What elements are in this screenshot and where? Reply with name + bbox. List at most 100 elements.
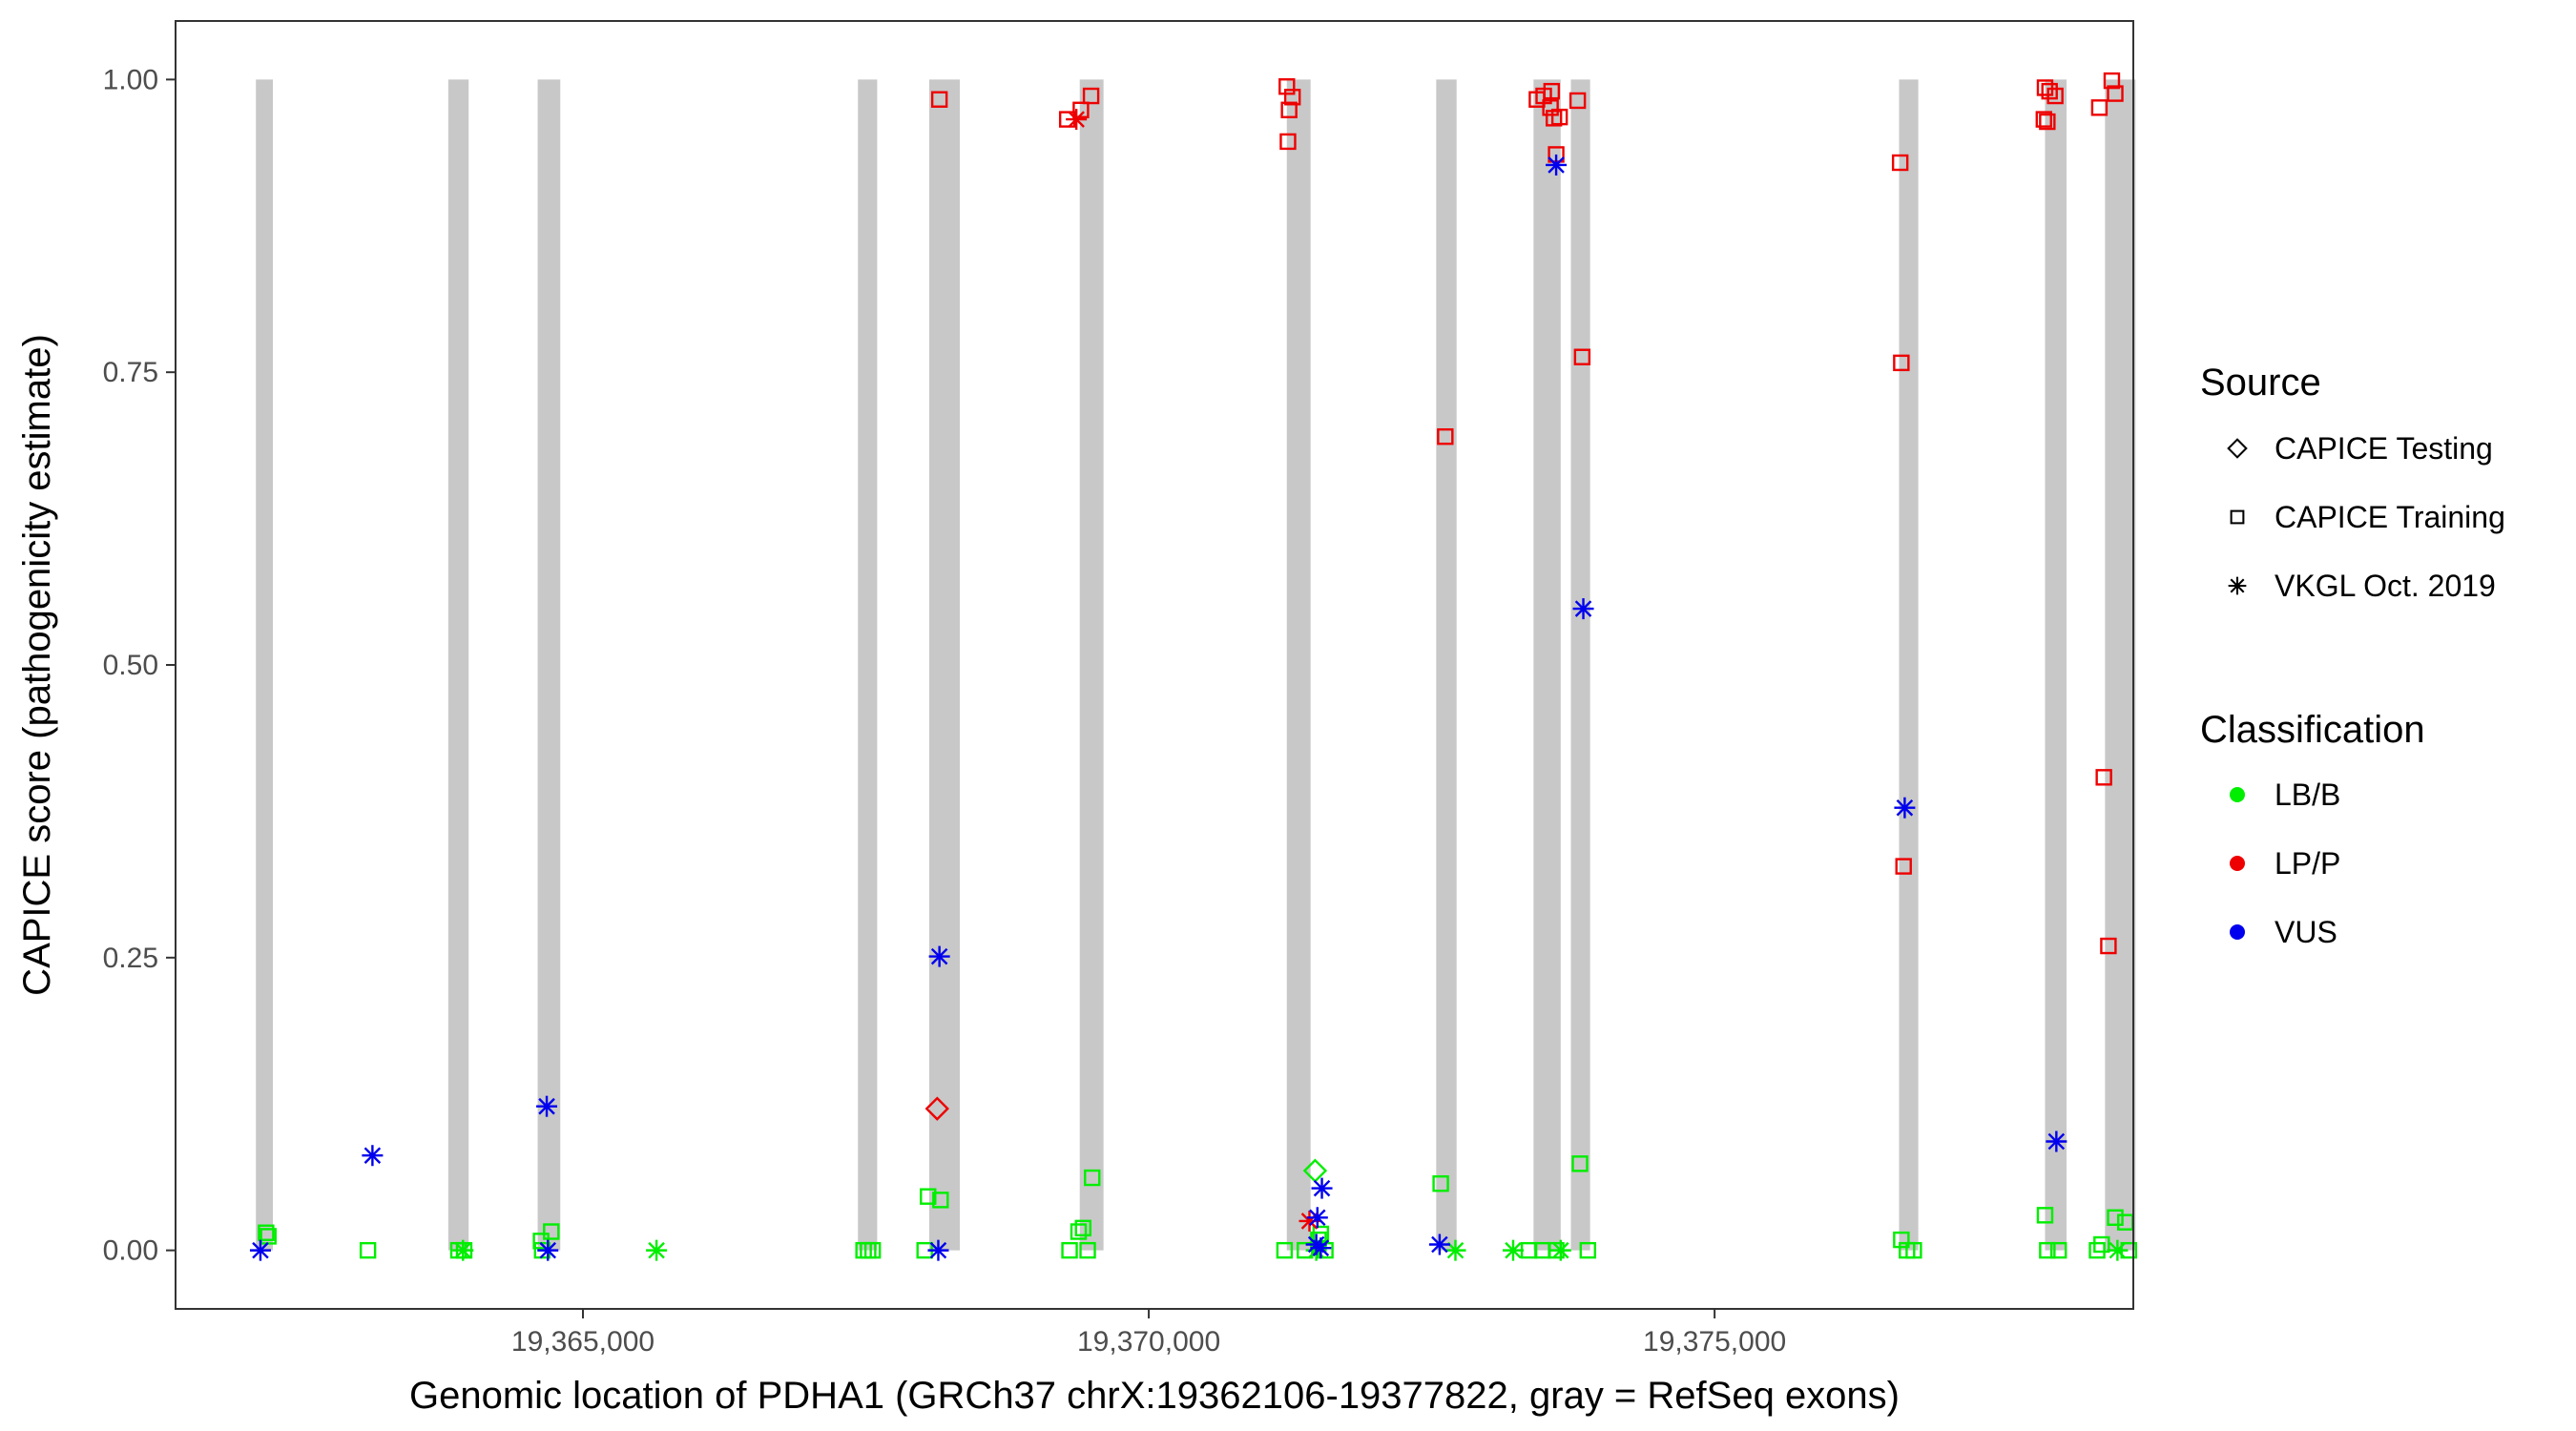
data-point xyxy=(2088,1241,2106,1259)
data-point xyxy=(2093,1235,2110,1254)
data-point xyxy=(2090,99,2109,116)
data-point xyxy=(1891,154,1909,172)
exon-band xyxy=(2105,79,2136,1251)
x-tick-label: 19,370,000 xyxy=(1077,1326,1220,1358)
data-point xyxy=(1284,89,1301,106)
legend-source-label: VKGL Oct. 2019 xyxy=(2275,569,2496,603)
data-point xyxy=(2050,1241,2067,1259)
exon-band xyxy=(256,79,274,1251)
data-point xyxy=(249,1239,271,1261)
data-point xyxy=(1311,1177,1333,1199)
data-point xyxy=(362,1145,384,1167)
data-point xyxy=(1432,1174,1449,1192)
legend-class-label: LP/P xyxy=(2275,846,2340,881)
data-point xyxy=(536,1095,558,1117)
y-tick-label: 0.50 xyxy=(103,650,158,681)
data-point xyxy=(537,1239,559,1261)
data-points xyxy=(249,72,2137,1261)
data-point xyxy=(452,1239,474,1261)
data-point xyxy=(1061,1241,1078,1259)
data-point xyxy=(1072,101,1090,118)
data-point xyxy=(2107,1239,2129,1261)
legend: Source CAPICE Testing CAPICE Training VKGL… xyxy=(2200,362,2505,949)
data-point xyxy=(928,945,950,967)
data-point xyxy=(1074,1219,1091,1237)
exon-band xyxy=(928,79,960,1251)
legend-source-label: CAPICE Training xyxy=(2275,500,2505,534)
data-point xyxy=(2100,937,2117,955)
data-point xyxy=(1542,99,1559,116)
data-point xyxy=(1070,1223,1088,1240)
y-tick-label: 0.25 xyxy=(103,943,158,974)
data-point xyxy=(1428,1234,1450,1255)
y-tick-label: 0.75 xyxy=(103,357,158,388)
x-tick-label: 19,365,000 xyxy=(511,1326,654,1358)
legend-source-key xyxy=(2228,576,2247,595)
legend-classification-title: Classification xyxy=(2200,709,2425,751)
data-point xyxy=(2103,72,2121,90)
data-point xyxy=(932,1192,949,1209)
exon-band xyxy=(858,79,878,1251)
data-point xyxy=(1549,1239,1571,1261)
x-tick-label: 19,375,000 xyxy=(1643,1326,1786,1358)
legend-source-key xyxy=(2227,438,2248,459)
exon-band xyxy=(1286,79,1311,1251)
exon-band xyxy=(1436,79,1457,1251)
data-point xyxy=(1893,354,1910,372)
data-point xyxy=(1306,1207,1328,1229)
data-point xyxy=(1279,133,1297,151)
data-point xyxy=(863,1241,882,1259)
legend-class-key xyxy=(2230,924,2245,940)
legend-source-key xyxy=(2230,509,2245,525)
data-point xyxy=(1546,154,1568,176)
data-point xyxy=(1278,78,1296,95)
data-point xyxy=(2107,85,2124,102)
legend-source-entries: CAPICE Testing CAPICE Training VKGL Oct. 2… xyxy=(2227,431,2505,603)
data-point xyxy=(2039,113,2056,131)
data-point xyxy=(2107,1209,2124,1226)
data-point xyxy=(1905,1241,1922,1259)
exon-band xyxy=(447,79,469,1251)
data-point xyxy=(1546,110,1563,127)
data-point xyxy=(1894,797,1916,819)
y-axis-title: CAPICE score (pathogenicity estimate) xyxy=(16,334,58,996)
legend-class-label: LB/B xyxy=(2275,778,2340,812)
legend-source-label: CAPICE Testing xyxy=(2275,431,2493,466)
data-point xyxy=(930,91,948,108)
data-point xyxy=(2046,87,2064,105)
exon-band xyxy=(1570,79,1590,1251)
data-point xyxy=(2039,1241,2056,1259)
data-point xyxy=(1503,1239,1525,1261)
y-tick-label: 0.00 xyxy=(103,1235,158,1267)
data-point xyxy=(1066,109,1088,131)
data-point xyxy=(1579,1241,1596,1259)
data-point xyxy=(1572,598,1594,620)
data-point xyxy=(1568,92,1587,110)
data-point xyxy=(258,1224,275,1241)
legend-source-title: Source xyxy=(2200,362,2321,404)
data-point xyxy=(1895,858,1912,875)
data-point xyxy=(1893,1231,1910,1249)
data-point xyxy=(1079,1241,1096,1259)
data-point xyxy=(359,1241,377,1259)
data-point xyxy=(1310,1237,1332,1259)
exon-band xyxy=(1079,79,1104,1251)
exon-bands xyxy=(256,79,2136,1251)
exon-band xyxy=(2045,79,2067,1251)
exon-band xyxy=(1899,79,1919,1251)
data-point xyxy=(1573,348,1591,365)
data-point xyxy=(2041,82,2058,100)
exon-band xyxy=(537,79,561,1251)
data-point xyxy=(646,1239,668,1261)
data-point xyxy=(1082,87,1100,105)
y-tick-label: 1.00 xyxy=(103,64,158,95)
data-point xyxy=(927,1239,949,1261)
exon-band xyxy=(1533,79,1561,1251)
data-point xyxy=(2095,769,2112,786)
legend-classification-entries: LB/B LP/P VUS xyxy=(2230,778,2340,949)
data-point xyxy=(1550,108,1568,126)
data-point xyxy=(1571,1155,1589,1172)
data-point xyxy=(1444,1239,1466,1261)
data-point xyxy=(1280,101,1298,118)
